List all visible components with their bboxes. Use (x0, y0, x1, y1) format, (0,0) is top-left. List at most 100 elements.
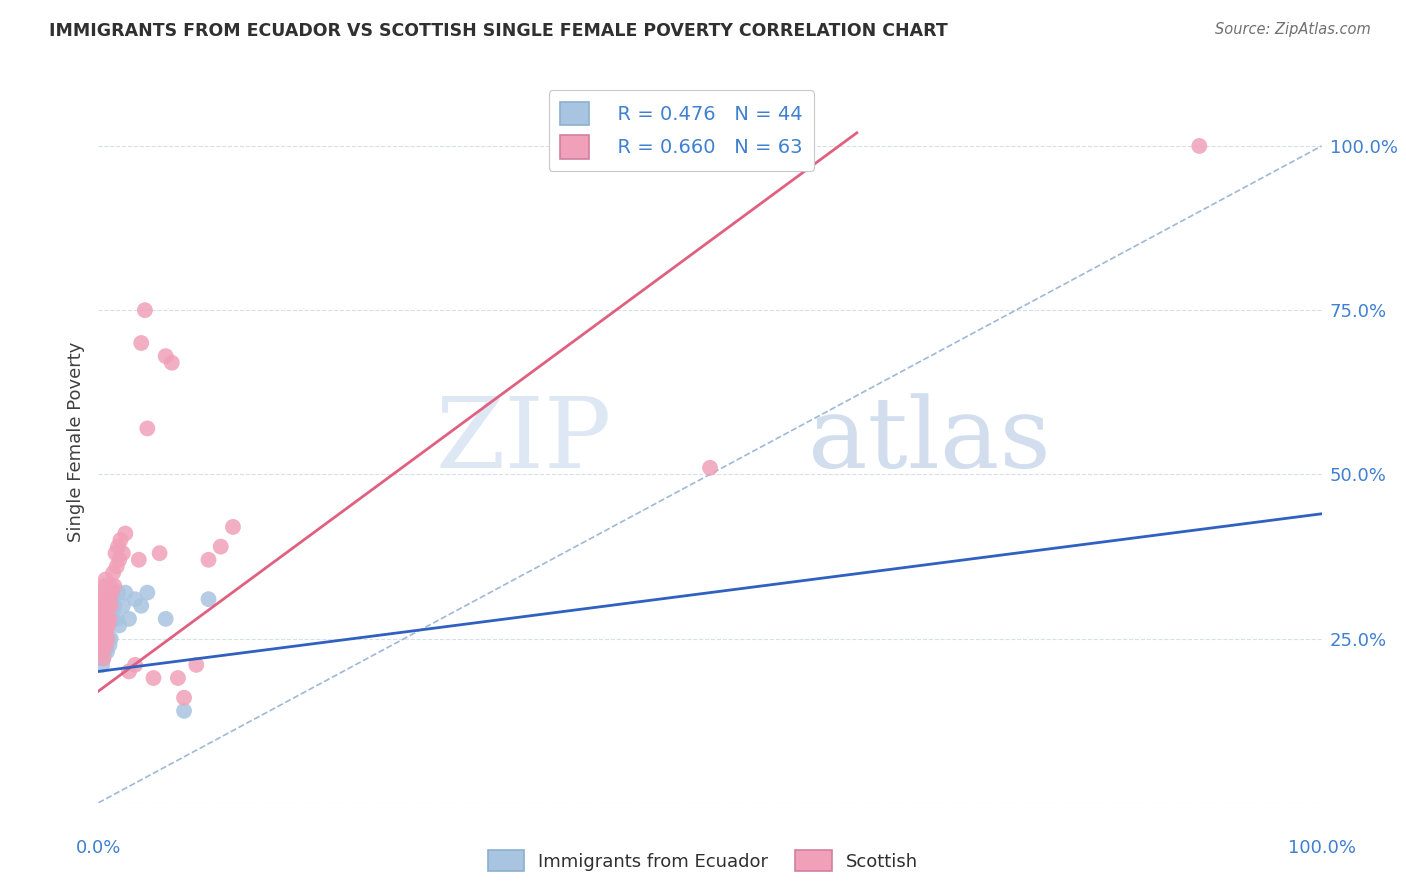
Point (94, 592, 117, 607)
Point (97, 612, 120, 626)
Point (160, 356, 183, 370)
Point (91, 618, 114, 632)
Point (114, 585, 136, 599)
Point (97, 618, 120, 632)
Point (98, 612, 121, 626)
Point (91, 632, 114, 646)
Point (104, 546, 127, 560)
Point (1188, 139, 1211, 153)
Point (98, 592, 121, 607)
Point (93, 618, 115, 632)
Point (91, 618, 114, 632)
Point (90, 625, 112, 640)
Point (97, 599, 120, 613)
Point (100, 599, 122, 613)
Point (96, 618, 118, 632)
Point (100, 632, 122, 646)
Point (114, 526, 136, 541)
Point (96, 632, 118, 646)
Point (100, 605, 122, 619)
Text: 0.0%: 0.0% (76, 838, 121, 857)
Point (96, 592, 118, 607)
Point (105, 559, 128, 574)
Point (94, 638, 117, 652)
Point (91, 645, 114, 659)
Point (89, 605, 111, 619)
Point (94, 573, 117, 587)
Point (124, 592, 146, 607)
Point (124, 657, 146, 672)
Point (93, 632, 115, 646)
Point (90, 638, 112, 652)
Point (91, 638, 114, 652)
Point (94, 625, 117, 640)
Point (90, 612, 112, 626)
Text: 100.0%: 100.0% (1288, 838, 1355, 857)
Point (136, 421, 159, 435)
Point (129, 599, 152, 613)
Point (101, 585, 124, 599)
Legend: Immigrants from Ecuador, Scottish: Immigrants from Ecuador, Scottish (481, 843, 925, 879)
Point (90, 599, 112, 613)
Text: IMMIGRANTS FROM ECUADOR VS SCOTTISH SINGLE FEMALE POVERTY CORRELATION CHART: IMMIGRANTS FROM ECUADOR VS SCOTTISH SING… (49, 22, 948, 40)
Point (103, 579, 125, 593)
Point (94, 612, 117, 626)
Point (93, 645, 115, 659)
Point (90, 651, 112, 665)
Y-axis label: Single Female Poverty: Single Female Poverty (66, 342, 84, 541)
Point (94, 625, 117, 640)
Point (101, 566, 124, 580)
Point (155, 612, 177, 626)
Point (91, 625, 114, 640)
Point (209, 540, 232, 554)
Point (142, 671, 165, 685)
Point (96, 599, 118, 613)
Point (90, 612, 112, 626)
Point (222, 520, 245, 534)
Point (91, 585, 114, 599)
Point (128, 553, 150, 567)
Point (91, 657, 114, 672)
Text: ZIP: ZIP (436, 393, 612, 490)
Point (90, 638, 112, 652)
Point (93, 618, 115, 632)
Point (93, 599, 115, 613)
Point (89, 618, 111, 632)
Point (97, 632, 120, 646)
Point (89, 585, 111, 599)
Point (98, 612, 121, 626)
Point (118, 665, 141, 679)
Point (111, 546, 134, 560)
Point (90, 625, 112, 640)
Point (136, 585, 159, 599)
Point (93, 632, 115, 646)
Point (197, 592, 219, 607)
Point (91, 605, 114, 619)
Point (134, 303, 156, 318)
Point (89, 618, 111, 632)
Point (93, 599, 115, 613)
Point (149, 546, 172, 560)
Point (100, 579, 122, 593)
Point (96, 645, 118, 659)
Point (91, 632, 114, 646)
Text: Source: ZipAtlas.com: Source: ZipAtlas.com (1215, 22, 1371, 37)
Point (107, 540, 129, 554)
Point (91, 651, 114, 665)
Point (89, 632, 111, 646)
Point (173, 690, 195, 705)
Point (111, 599, 134, 613)
Point (110, 533, 132, 547)
Point (699, 460, 721, 475)
Point (186, 657, 208, 672)
Point (129, 336, 152, 351)
Point (98, 638, 121, 652)
Point (89, 632, 111, 646)
Point (91, 645, 114, 659)
Text: atlas: atlas (808, 393, 1050, 490)
Point (167, 671, 190, 685)
Point (91, 651, 114, 665)
Point (108, 553, 131, 567)
Point (101, 592, 124, 607)
Point (91, 612, 114, 626)
